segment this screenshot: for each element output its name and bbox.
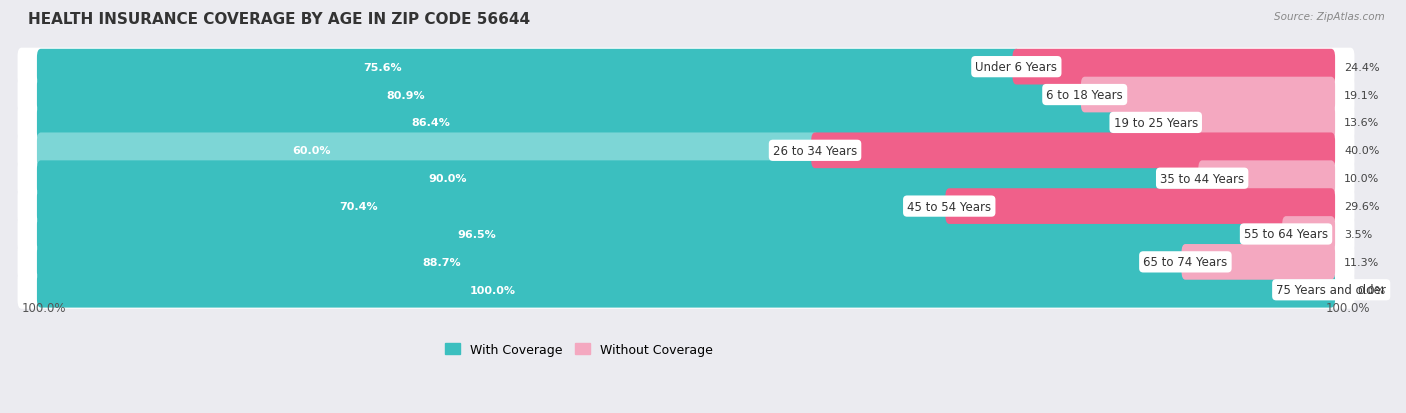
Text: 86.4%: 86.4% [412,118,450,128]
Text: 0.0%: 0.0% [1357,285,1385,295]
FancyBboxPatch shape [18,243,1354,281]
Text: 45 to 54 Years: 45 to 54 Years [907,200,991,213]
Text: 90.0%: 90.0% [427,174,467,184]
Text: 35 to 44 Years: 35 to 44 Years [1160,172,1244,185]
Text: 65 to 74 Years: 65 to 74 Years [1143,256,1227,269]
FancyBboxPatch shape [37,244,1189,280]
FancyBboxPatch shape [37,50,1021,85]
Text: 100.0%: 100.0% [1326,301,1369,314]
FancyBboxPatch shape [37,78,1088,113]
FancyBboxPatch shape [18,188,1354,225]
Text: 6 to 18 Years: 6 to 18 Years [1046,89,1123,102]
FancyBboxPatch shape [1012,50,1336,85]
Text: 96.5%: 96.5% [457,230,496,240]
Text: 75.6%: 75.6% [363,62,402,72]
FancyBboxPatch shape [18,160,1354,198]
FancyBboxPatch shape [811,133,1336,169]
Text: 88.7%: 88.7% [422,257,461,267]
FancyBboxPatch shape [18,132,1354,170]
Text: 40.0%: 40.0% [1344,146,1379,156]
FancyBboxPatch shape [18,271,1354,309]
FancyBboxPatch shape [1152,105,1336,141]
FancyBboxPatch shape [1198,161,1336,197]
Text: HEALTH INSURANCE COVERAGE BY AGE IN ZIP CODE 56644: HEALTH INSURANCE COVERAGE BY AGE IN ZIP … [28,12,530,27]
FancyBboxPatch shape [1181,244,1336,280]
FancyBboxPatch shape [1282,216,1336,252]
FancyBboxPatch shape [18,216,1354,253]
FancyBboxPatch shape [37,216,1289,252]
Text: 13.6%: 13.6% [1344,118,1379,128]
Text: 100.0%: 100.0% [21,301,66,314]
FancyBboxPatch shape [18,76,1354,114]
Text: 80.9%: 80.9% [387,90,426,100]
Text: 60.0%: 60.0% [292,146,330,156]
Legend: With Coverage, Without Coverage: With Coverage, Without Coverage [440,338,717,361]
FancyBboxPatch shape [37,161,1206,197]
FancyBboxPatch shape [18,104,1354,142]
FancyBboxPatch shape [945,189,1336,224]
Text: 75 Years and older: 75 Years and older [1277,284,1386,297]
Text: 55 to 64 Years: 55 to 64 Years [1244,228,1329,241]
Text: 100.0%: 100.0% [470,285,516,295]
FancyBboxPatch shape [1081,78,1336,113]
FancyBboxPatch shape [37,105,1160,141]
Text: 24.4%: 24.4% [1344,62,1379,72]
Text: 10.0%: 10.0% [1344,174,1379,184]
Text: 11.3%: 11.3% [1344,257,1379,267]
FancyBboxPatch shape [37,272,1336,308]
FancyBboxPatch shape [37,189,953,224]
FancyBboxPatch shape [18,49,1354,86]
Text: 19.1%: 19.1% [1344,90,1379,100]
Text: 29.6%: 29.6% [1344,202,1379,211]
Text: 3.5%: 3.5% [1344,230,1372,240]
FancyBboxPatch shape [37,133,818,169]
Text: 19 to 25 Years: 19 to 25 Years [1114,116,1198,130]
Text: 26 to 34 Years: 26 to 34 Years [773,145,858,157]
Text: Source: ZipAtlas.com: Source: ZipAtlas.com [1274,12,1385,22]
Text: 70.4%: 70.4% [339,202,378,211]
Text: Under 6 Years: Under 6 Years [976,61,1057,74]
